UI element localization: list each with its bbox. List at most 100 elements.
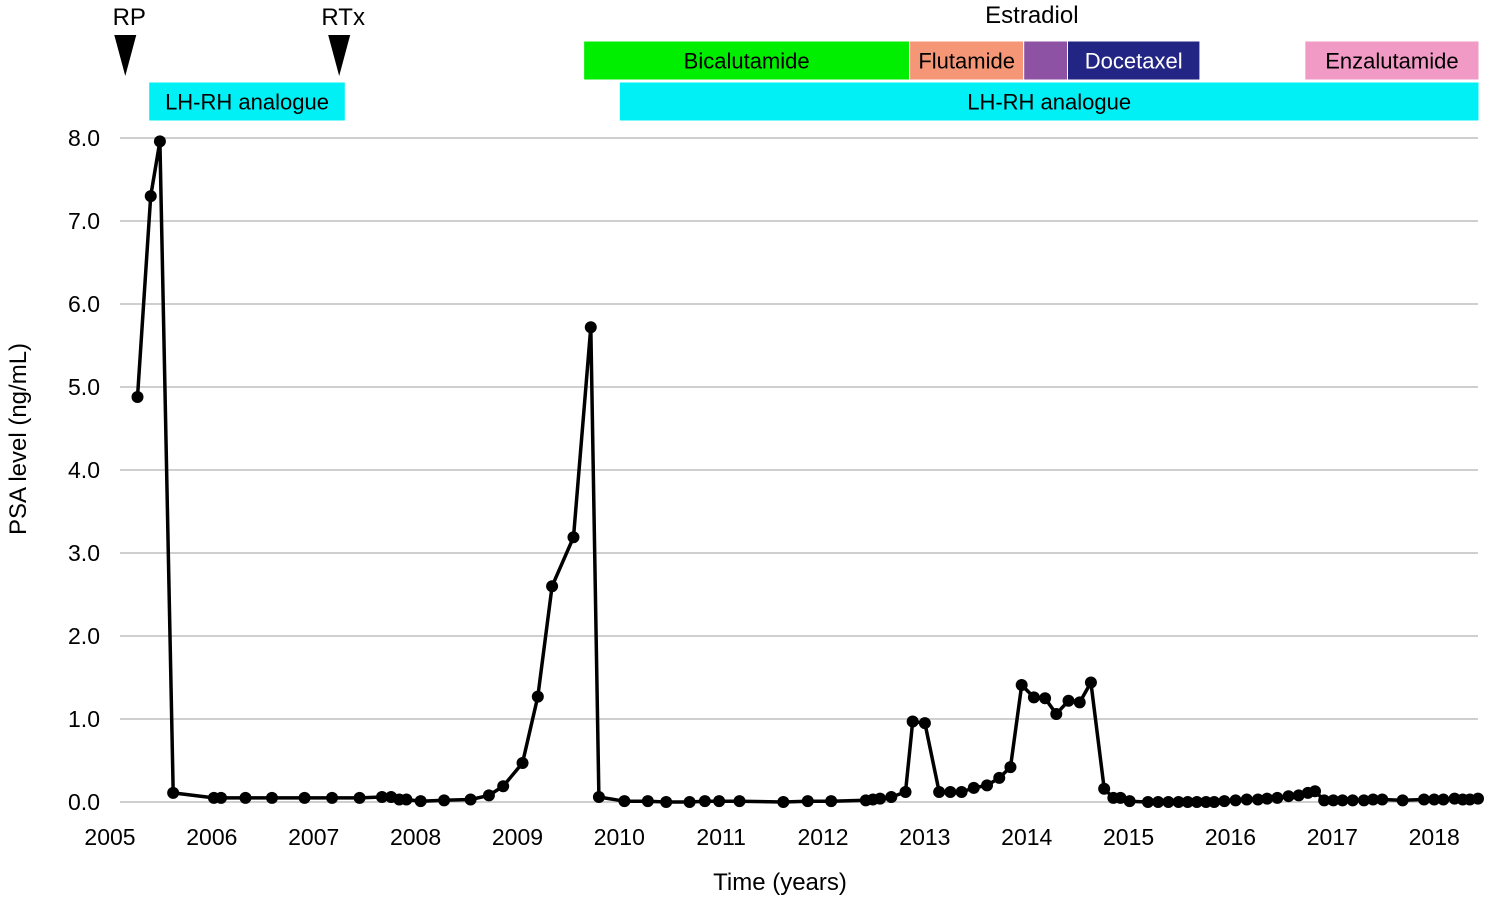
psa-point (1357, 794, 1370, 807)
event-marker-arrow (114, 35, 137, 76)
x-tick-label: 2015 (1103, 824, 1154, 850)
psa-point (1327, 794, 1340, 807)
treatment-upper-bar (909, 40, 1025, 81)
y-tick-label: 3.0 (68, 540, 100, 566)
psa-point (1181, 796, 1194, 808)
psa-point (698, 795, 711, 808)
psa-point (1251, 793, 1264, 806)
psa-point (375, 791, 388, 804)
x-tick-label: 2016 (1205, 824, 1256, 850)
psa-point (414, 795, 427, 808)
psa-point (215, 791, 228, 804)
psa-point (944, 786, 957, 799)
psa-point (567, 531, 580, 544)
psa-point (899, 786, 912, 799)
psa-point (993, 771, 1006, 784)
psa-point (967, 781, 980, 794)
psa-point (1418, 793, 1431, 806)
psa-point (1162, 796, 1175, 808)
psa-point (1367, 793, 1380, 806)
x-tick-label: 2018 (1409, 824, 1460, 850)
x-tick-label: 2013 (899, 824, 950, 850)
psa-point (660, 796, 673, 808)
psa-point (353, 791, 366, 804)
psa-point (1141, 796, 1154, 808)
psa-point (981, 779, 994, 792)
y-tick-label: 7.0 (68, 208, 100, 234)
psa-point (1282, 790, 1295, 803)
psa-point (1309, 785, 1322, 798)
y-tick-label: 8.0 (68, 125, 100, 151)
psa-point (618, 795, 631, 808)
psa-point (777, 796, 790, 808)
psa-point (641, 795, 654, 808)
x-tick-label: 2009 (492, 824, 543, 850)
x-tick-label: 2011 (696, 824, 745, 850)
psa-point (955, 786, 968, 799)
event-markers: RP RTx (113, 4, 365, 76)
psa-point (167, 786, 180, 799)
psa-point (1292, 789, 1305, 802)
psa-point (1050, 708, 1063, 721)
y-axis-title: PSA level (ng/mL) (5, 343, 32, 535)
psa-point (1015, 678, 1028, 691)
psa-point (874, 792, 887, 805)
psa-point (933, 786, 946, 799)
psa-point (1428, 793, 1441, 806)
psa-point (1229, 794, 1242, 807)
treatment-upper-bar (1304, 40, 1480, 81)
x-tick-label: 2005 (84, 824, 135, 850)
psa-point (1346, 794, 1359, 807)
psa-point (326, 791, 339, 804)
treatment-upper-bar (1023, 40, 1068, 81)
event-marker-arrow (328, 35, 351, 76)
y-tick-label: 6.0 (68, 291, 100, 317)
treatment-upper-bar (1066, 40, 1201, 81)
x-tick-label: 2006 (186, 824, 237, 850)
x-tick-label: 2008 (390, 824, 441, 850)
tick-labels: 0.0 1.0 2.0 3.0 4.0 5.0 6.0 7.0 8.0 2005 2006 2007 2… (68, 125, 1460, 850)
psa-point (1004, 761, 1017, 774)
psa-point (1218, 795, 1231, 808)
psa-point (1376, 793, 1389, 806)
y-tick-label: 1.0 (68, 706, 100, 732)
treatment-lower-label: LH-RH analogue (165, 90, 329, 115)
psa-point (298, 791, 311, 804)
y-tick-label: 2.0 (68, 623, 100, 649)
x-tick-label: 2007 (288, 824, 339, 850)
psa-point (482, 789, 495, 802)
psa-point (497, 780, 510, 793)
y-tick-label: 0.0 (68, 789, 100, 815)
psa-point (1152, 796, 1165, 808)
treatment-upper-label: Enzalutamide (1325, 49, 1458, 74)
psa-point (1208, 796, 1221, 808)
psa-point (713, 795, 726, 808)
treatment-upper-label: Bicalutamide (684, 49, 810, 74)
psa-point (825, 795, 838, 808)
psa-point (733, 795, 746, 808)
x-tick-label: 2012 (797, 824, 848, 850)
psa-point (1073, 696, 1086, 709)
psa-point (144, 190, 157, 203)
treatment-lower-bar (148, 81, 346, 122)
treatment-bars: Bicalutamide Flutamide Docetaxel Enzalutami… (148, 2, 1480, 122)
psa-point (464, 793, 477, 806)
x-tick-label: 2010 (594, 824, 645, 850)
psa-point (1437, 793, 1450, 806)
psa-point (1396, 794, 1409, 807)
y-tick-label: 5.0 (68, 374, 100, 400)
psa-point (153, 135, 166, 148)
x-tick-label: 2014 (1001, 824, 1052, 850)
psa-point (531, 690, 544, 703)
estradiol-label: Estradiol (985, 2, 1078, 29)
psa-point (131, 390, 144, 403)
x-tick-label: 2017 (1307, 824, 1358, 850)
psa-point (546, 580, 559, 593)
psa-point (906, 715, 919, 728)
psa-point (1240, 793, 1253, 806)
psa-point (1039, 692, 1052, 705)
psa-point (1172, 796, 1185, 808)
treatment-upper-label: Docetaxel (1085, 49, 1183, 74)
psa-point (1123, 795, 1136, 808)
